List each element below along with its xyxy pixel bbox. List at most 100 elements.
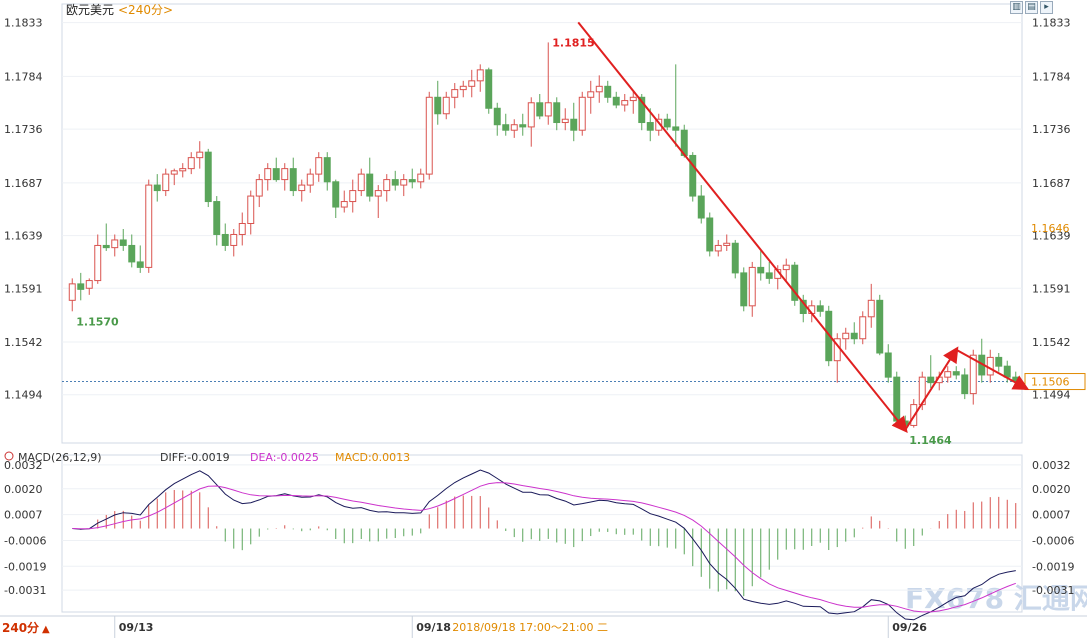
macd-tick-right: 0.0020 — [1032, 483, 1071, 496]
candle-body — [731, 242, 739, 274]
price-tick-right: 1.1833 — [1032, 17, 1071, 30]
candle-body — [349, 190, 357, 203]
candle-body — [247, 195, 255, 224]
split-view-icon[interactable]: ▥ — [1010, 1, 1023, 14]
candle-body — [723, 242, 731, 246]
candle-body — [102, 244, 110, 249]
macd-tick-left: -0.0031 — [4, 584, 46, 597]
candle-body — [77, 283, 85, 290]
candle-body — [493, 107, 501, 126]
price-tick-right: 1.1784 — [1032, 70, 1071, 83]
candle-body — [927, 376, 935, 384]
low-annotation: 1.1464 — [909, 434, 952, 447]
price-tick-right: 1.1494 — [1032, 389, 1071, 402]
candle-body — [289, 168, 297, 192]
macd-tick-right: -0.0031 — [1032, 584, 1074, 597]
candle-body — [519, 124, 527, 128]
candle-body — [663, 118, 671, 128]
period-button: 240分 — [2, 620, 39, 635]
candle-body — [706, 217, 714, 252]
candle-body — [502, 124, 510, 131]
price-tick-left: 1.1542 — [4, 336, 43, 349]
candle-body — [961, 374, 969, 395]
macd-tick-right: -0.0006 — [1032, 534, 1074, 547]
candle-body — [859, 316, 867, 340]
candle-body — [986, 356, 994, 376]
candle-body — [221, 233, 229, 246]
mark-price-value: 1.1646 — [1031, 222, 1070, 235]
price-tick-left: 1.1494 — [4, 389, 43, 402]
candle-body — [357, 173, 365, 192]
candle-body — [119, 239, 127, 246]
candle-body — [816, 305, 824, 312]
candle-body — [238, 223, 246, 235]
crosshair-time-label: 2018/09/18 17:00～21:00 二 — [452, 621, 608, 634]
macd-histogram — [80, 489, 1017, 597]
candle-body — [485, 69, 493, 109]
candle-body — [476, 69, 484, 82]
candle-body — [417, 173, 425, 183]
candle-body — [170, 170, 178, 175]
candle-body — [884, 352, 892, 378]
candle-body — [757, 266, 765, 274]
macd-value-label: MACD:0.0013 — [335, 451, 410, 464]
candle-body — [425, 96, 433, 175]
candle-body — [383, 179, 391, 192]
candle-body — [400, 179, 408, 186]
candle-body — [323, 157, 331, 183]
macd-tick-left: 0.0032 — [4, 459, 43, 472]
candle-body — [136, 261, 144, 268]
candle-body — [638, 96, 646, 124]
high-annotation: 1.1815 — [552, 36, 594, 49]
candle-body — [587, 91, 595, 98]
list-view-icon[interactable]: ▤ — [1025, 1, 1038, 14]
candle-body — [85, 280, 93, 289]
candle-body — [604, 85, 612, 98]
candle-body — [408, 179, 416, 183]
candle-body — [111, 239, 119, 249]
symbol-title: 欧元美元 — [66, 3, 114, 17]
trend-arrow — [904, 346, 959, 431]
candle-body — [944, 371, 952, 378]
candle-body — [332, 181, 340, 208]
macd-tick-right: 0.0007 — [1032, 509, 1071, 522]
start-annotation: 1.1570 — [76, 315, 119, 328]
candle-body — [510, 124, 518, 131]
candle-body — [230, 233, 238, 246]
period-label: <240分> — [118, 3, 173, 17]
candle-body — [893, 376, 901, 422]
candle-body — [578, 96, 586, 131]
chart-toolbar: ▥ ▤ ▸ — [1010, 1, 1053, 14]
candle-body — [145, 184, 153, 268]
price-tick-left: 1.1639 — [4, 230, 43, 243]
candle-body — [850, 332, 858, 340]
expand-icon[interactable]: ▸ — [1040, 1, 1053, 14]
candle-body — [714, 244, 722, 252]
price-tick-right: 1.1542 — [1032, 336, 1071, 349]
candle-body — [876, 299, 884, 354]
macd-tick-left: 0.0007 — [4, 509, 43, 522]
macd-settings-icon — [4, 451, 14, 461]
macd-panel-frame — [61, 454, 1023, 613]
time-label: 09/26 — [892, 621, 927, 634]
candle-body — [561, 118, 569, 124]
period-arrow-icon: ▲ — [42, 624, 50, 635]
price-tick-right: 1.1687 — [1032, 177, 1071, 190]
candle-body — [451, 89, 459, 98]
candle-body — [68, 283, 76, 301]
candle-body — [952, 371, 960, 376]
candle-body — [255, 179, 263, 197]
candle-body — [570, 118, 578, 131]
last-price-value: 1.1506 — [1031, 376, 1070, 389]
candles-group — [68, 42, 1020, 430]
price-tick-left: 1.1833 — [4, 17, 43, 30]
candle-body — [553, 102, 561, 124]
trend-arrow — [577, 21, 908, 433]
price-tick-right: 1.1591 — [1032, 282, 1071, 295]
candle-body — [544, 102, 552, 117]
price-tick-right: 1.1639 — [1032, 230, 1071, 243]
macd-diff-label: DIFF:-0.0019 — [160, 451, 230, 464]
time-label: 09/13 — [119, 621, 154, 634]
candle-body — [646, 122, 654, 131]
